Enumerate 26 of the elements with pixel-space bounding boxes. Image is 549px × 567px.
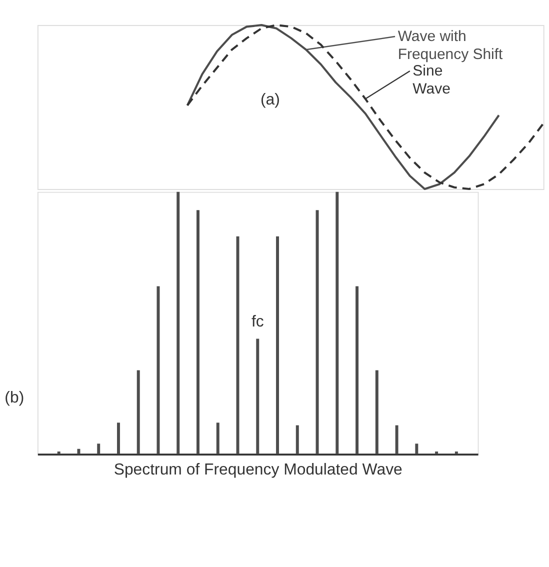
bar <box>136 370 140 454</box>
bar <box>375 370 378 454</box>
bar <box>216 422 220 454</box>
bar <box>276 236 280 454</box>
bar <box>196 210 200 454</box>
bar <box>256 338 260 454</box>
bar <box>176 192 180 454</box>
bar <box>296 425 299 454</box>
legend-label: Sine Wave <box>412 62 450 98</box>
bar <box>415 444 418 454</box>
text: (b) <box>4 390 24 407</box>
x-axis-title: Spectrum of Frequency Modulated Wave <box>114 461 403 478</box>
annotation: (a) <box>260 92 280 109</box>
bar <box>454 452 458 454</box>
bar <box>97 444 100 454</box>
bar <box>356 286 359 454</box>
bar <box>435 452 438 454</box>
bar <box>395 425 398 454</box>
bar <box>116 422 120 454</box>
text: Wave with Frequency Shift <box>398 28 504 64</box>
bar <box>316 210 319 454</box>
bar <box>336 192 339 454</box>
bar <box>77 448 80 454</box>
bar <box>156 286 160 454</box>
annotation: fᴄ <box>251 314 264 331</box>
bar <box>57 452 60 454</box>
